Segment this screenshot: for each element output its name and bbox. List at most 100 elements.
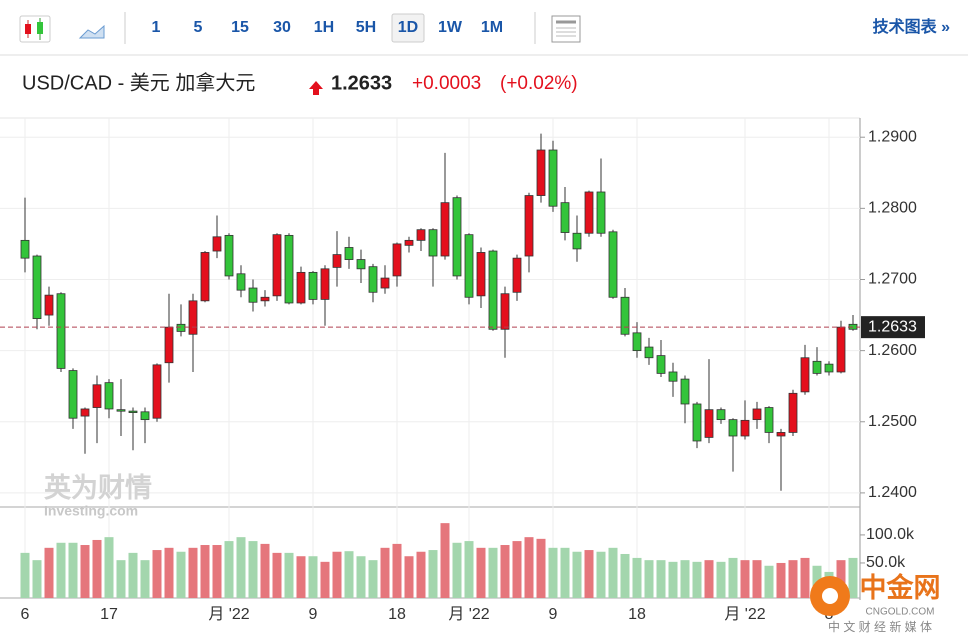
volume-bar [416,551,426,598]
icon-body [25,24,31,34]
interval-button[interactable]: 15 [231,19,249,36]
volume-bar [476,547,486,598]
candle-body [140,411,150,421]
candle-body [704,409,714,438]
candle-body [80,408,90,417]
x-tick-label: 6 [21,606,30,623]
volume-bar [68,542,78,598]
volume-bar [608,547,618,598]
candle-body [716,409,726,421]
volume-bar [152,550,162,598]
logo-name: 中金网 [860,572,941,603]
x-tick-label: 月 '22 [724,606,765,623]
candle-body [812,360,822,374]
candle-body [284,234,294,304]
volume-bar [536,538,546,598]
candle-body [116,409,126,412]
interval-button[interactable]: 5H [356,19,376,36]
candle-body [548,149,558,207]
candle-body [524,195,534,257]
candle-body [200,252,210,302]
volume-bar [224,541,234,598]
candle-body [608,231,618,298]
toolbar: 技术图表 » 1 5 15 30 1H 5H 1D 1W 1M [19,12,950,44]
symbol: USD/CAD - 美元 加拿大元 [22,70,255,94]
volume-bar [308,556,318,598]
candle-body [176,323,186,332]
candle-body [320,268,330,300]
candle-body [428,229,438,257]
candle-body [380,277,390,289]
interval-button[interactable]: 1W [438,19,463,36]
volume-bar [548,547,558,598]
volume-bar [488,547,498,598]
change-pct: (+0.02%) [500,73,578,94]
interval-button[interactable]: 1H [314,19,334,36]
candle-icon[interactable] [19,15,51,43]
volume-bar [452,542,462,598]
x-tick-label: 17 [100,606,118,623]
interval-button[interactable]: 1M [481,19,503,36]
volume-tick-label: 100.0k [866,526,915,543]
candle-body [188,300,198,335]
candle-body [656,355,666,374]
volume-bar [260,543,270,598]
volume-bar [428,550,438,598]
logo-site: CNGOLD.COM [866,607,935,618]
volume-bar [788,560,798,598]
volume-bar [140,560,150,598]
interval-button[interactable]: 30 [273,19,291,36]
volume-bar [680,560,690,598]
interval-button[interactable]: 1 [152,19,161,36]
volume-bar [740,560,750,598]
candle-body [440,202,450,257]
candle-body [776,432,786,437]
volume-bar [80,545,90,598]
candle-body [392,243,402,277]
volume-bar [380,547,390,598]
candle-body [56,293,66,369]
candle-body [836,326,846,373]
candle-body [128,410,138,413]
volume-bar [560,547,570,598]
volume-bar [356,556,366,598]
volume-bar [332,551,342,598]
marks: 1.2633 [0,133,925,598]
volume-bar [596,551,606,598]
volume-bar [464,541,474,598]
area-icon[interactable] [78,24,105,39]
volume-bar [764,565,774,598]
volume-bar [500,545,510,598]
table-icon[interactable] [551,15,581,43]
volume-bar [188,547,198,598]
volume-bar [512,541,522,598]
last-price-label: 1.2633 [868,318,917,335]
candle-body [680,378,690,405]
candle-body [308,271,318,300]
volume-bar [668,561,678,598]
candle-body [752,408,762,421]
volume-bar [620,553,630,598]
candle-body [332,254,342,268]
interval-button[interactable]: 5 [194,19,203,36]
candle-body [692,403,702,442]
y-tick-label: 1.2500 [868,413,917,430]
interval-button[interactable]: 1D [398,19,418,36]
price: 1.2633 [331,72,392,94]
candle-body [164,326,174,364]
volume-bar [572,551,582,598]
candle-body [152,364,162,419]
volume-bar [272,552,282,598]
x-tick-label: 9 [549,606,558,623]
volume-bar [320,561,330,598]
volume-bar [296,556,306,598]
candle-body [212,236,222,252]
candle-body [92,384,102,408]
candle-body [584,191,594,234]
logo-dot [822,588,838,604]
logo-tagline: 中 文 财 经 新 媒 体 [828,619,932,634]
volume-bar [92,539,102,598]
technical-link[interactable]: 技术图表 » [873,17,950,36]
candle-body [260,296,270,302]
